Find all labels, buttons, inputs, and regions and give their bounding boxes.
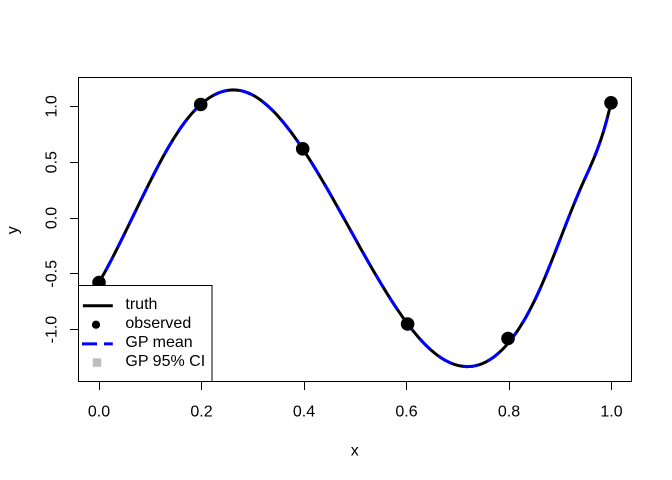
svg-text:GP mean: GP mean [125,334,192,351]
svg-text:0.5: 0.5 [44,151,61,173]
svg-text:observed: observed [125,315,191,332]
svg-text:0.4: 0.4 [293,404,315,421]
svg-text:x: x [351,443,359,460]
svg-text:1.0: 1.0 [44,95,61,117]
svg-text:0.6: 0.6 [395,404,417,421]
svg-text:0.0: 0.0 [88,404,110,421]
svg-text:0.8: 0.8 [498,404,520,421]
svg-text:y: y [5,226,22,234]
svg-text:truth: truth [125,296,157,313]
svg-text:0.0: 0.0 [44,207,61,229]
svg-text:-0.5: -0.5 [44,260,61,288]
svg-text:-1.0: -1.0 [44,316,61,344]
svg-text:GP 95% CI: GP 95% CI [125,353,205,370]
svg-text:1.0: 1.0 [600,404,622,421]
svg-text:0.2: 0.2 [190,404,212,421]
